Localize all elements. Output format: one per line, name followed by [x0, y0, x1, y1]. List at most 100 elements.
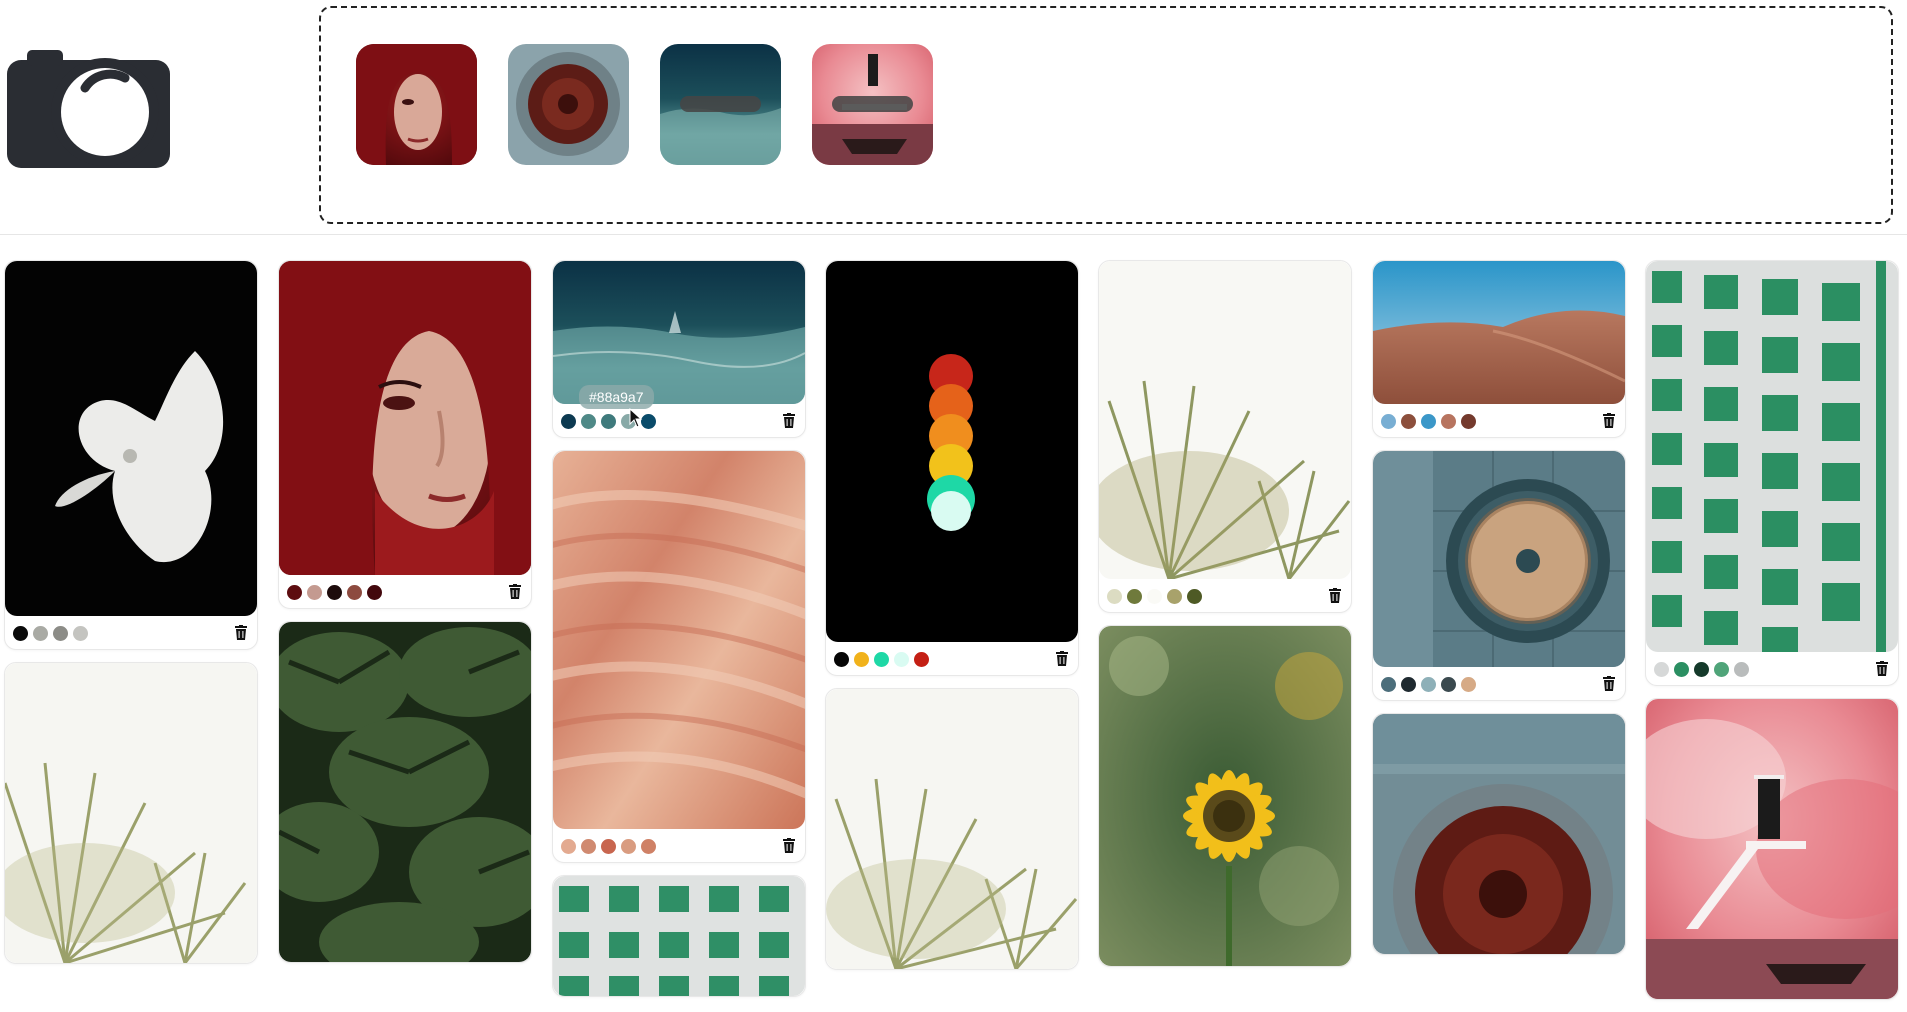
color-swatch[interactable] [1167, 589, 1182, 604]
trash-icon[interactable] [1329, 588, 1341, 603]
palette-bar [1646, 652, 1898, 685]
color-swatch[interactable] [914, 652, 929, 667]
photo-card[interactable] [4, 260, 258, 650]
color-swatch[interactable] [1421, 414, 1436, 429]
color-swatch[interactable] [1461, 414, 1476, 429]
queue-thumb-tart-plate [508, 44, 629, 165]
photo-card[interactable] [552, 875, 806, 997]
color-swatch[interactable] [1187, 589, 1202, 604]
trash-icon[interactable] [235, 625, 247, 640]
photo-green-windows[interactable] [1646, 261, 1898, 652]
photo-sand-dunes[interactable] [1373, 261, 1625, 404]
color-swatch[interactable] [561, 414, 576, 429]
color-swatch[interactable] [1401, 414, 1416, 429]
photo-ocean-wave[interactable] [553, 261, 805, 404]
queue-thumb-red-scarf-portrait [356, 44, 477, 165]
photo-card[interactable] [1372, 260, 1626, 438]
color-swatch[interactable] [13, 626, 28, 641]
upload-progress-bar [832, 96, 913, 112]
color-swatch[interactable] [367, 585, 382, 600]
photo-green-windows[interactable] [553, 876, 805, 996]
color-swatch[interactable] [1694, 662, 1709, 677]
color-swatch[interactable] [1674, 662, 1689, 677]
color-swatch[interactable] [854, 652, 869, 667]
color-swatch[interactable] [1381, 414, 1396, 429]
color-swatch[interactable] [1734, 662, 1749, 677]
photo-card[interactable] [278, 621, 532, 963]
color-swatch[interactable] [33, 626, 48, 641]
color-swatch[interactable] [621, 839, 636, 854]
app-header [0, 0, 1907, 235]
color-swatch[interactable] [641, 839, 656, 854]
color-swatch[interactable] [307, 585, 322, 600]
palette-bar: #88a9a7 [553, 385, 805, 437]
photo-palm-fronds[interactable] [826, 689, 1078, 969]
palette-bar [553, 829, 805, 862]
photo-monstera-leaves[interactable] [279, 622, 531, 962]
photo-card[interactable] [1372, 450, 1626, 701]
color-swatch[interactable] [1401, 677, 1416, 692]
photo-tart-plate[interactable] [1373, 714, 1625, 954]
trash-icon[interactable] [509, 584, 521, 599]
color-swatch[interactable] [53, 626, 68, 641]
color-swatch[interactable] [601, 414, 616, 429]
palette-bar [1099, 579, 1351, 612]
gallery-column-6 [1372, 260, 1626, 967]
photo-card[interactable] [278, 260, 532, 609]
photo-poppy-bagel[interactable] [1373, 451, 1625, 667]
color-swatch[interactable] [1441, 414, 1456, 429]
photo-peach-waves[interactable] [553, 451, 805, 829]
camera-icon[interactable] [7, 50, 170, 170]
photo-red-scarf-portrait[interactable] [279, 261, 531, 575]
photo-card[interactable] [4, 662, 258, 964]
trash-icon[interactable] [1056, 651, 1068, 666]
photo-card[interactable] [1645, 698, 1899, 1000]
color-swatch[interactable] [347, 585, 362, 600]
gallery-column-4 [825, 260, 1079, 982]
palette-bar [826, 642, 1078, 675]
color-swatch[interactable] [1441, 677, 1456, 692]
color-swatch[interactable] [1381, 677, 1396, 692]
photo-palm-fronds[interactable] [1099, 261, 1351, 579]
color-swatch[interactable] [287, 585, 302, 600]
color-swatch[interactable] [327, 585, 342, 600]
color-swatch[interactable] [1421, 677, 1436, 692]
photo-sunflower[interactable] [1099, 626, 1351, 966]
photo-card[interactable] [1098, 260, 1352, 613]
photo-card[interactable] [1098, 625, 1352, 967]
upload-progress-bar [680, 96, 761, 112]
photo-card[interactable] [1645, 260, 1899, 686]
color-swatch[interactable] [581, 839, 596, 854]
color-swatch[interactable] [581, 414, 596, 429]
photo-card[interactable] [1372, 713, 1626, 955]
color-swatch[interactable] [1147, 589, 1162, 604]
upload-dropzone[interactable] [319, 6, 1893, 224]
photo-card[interactable] [825, 260, 1079, 676]
trash-icon[interactable] [783, 838, 795, 853]
color-swatch[interactable] [641, 414, 656, 429]
trash-icon[interactable] [783, 413, 795, 428]
trash-icon[interactable] [1876, 661, 1888, 676]
gallery-column-7 [1645, 260, 1899, 1012]
color-swatch[interactable] [1654, 662, 1669, 677]
photo-card[interactable]: #88a9a7 [552, 260, 806, 438]
color-swatch[interactable] [561, 839, 576, 854]
color-swatch[interactable] [834, 652, 849, 667]
photo-white-flower[interactable] [5, 261, 257, 616]
photo-pink-smoke-door[interactable] [1646, 699, 1898, 999]
color-swatch[interactable] [1461, 677, 1476, 692]
photo-palm-fronds[interactable] [5, 663, 257, 963]
color-swatch[interactable] [874, 652, 889, 667]
photo-card[interactable] [825, 688, 1079, 970]
color-swatch[interactable] [601, 839, 616, 854]
color-swatch[interactable] [73, 626, 88, 641]
photo-card[interactable] [552, 450, 806, 863]
color-swatch[interactable] [1127, 589, 1142, 604]
trash-icon[interactable] [1603, 413, 1615, 428]
color-swatch[interactable] [1714, 662, 1729, 677]
photo-traffic-light[interactable] [826, 261, 1078, 642]
gallery-column-2 [278, 260, 532, 975]
color-swatch[interactable] [894, 652, 909, 667]
trash-icon[interactable] [1603, 676, 1615, 691]
color-swatch[interactable] [1107, 589, 1122, 604]
